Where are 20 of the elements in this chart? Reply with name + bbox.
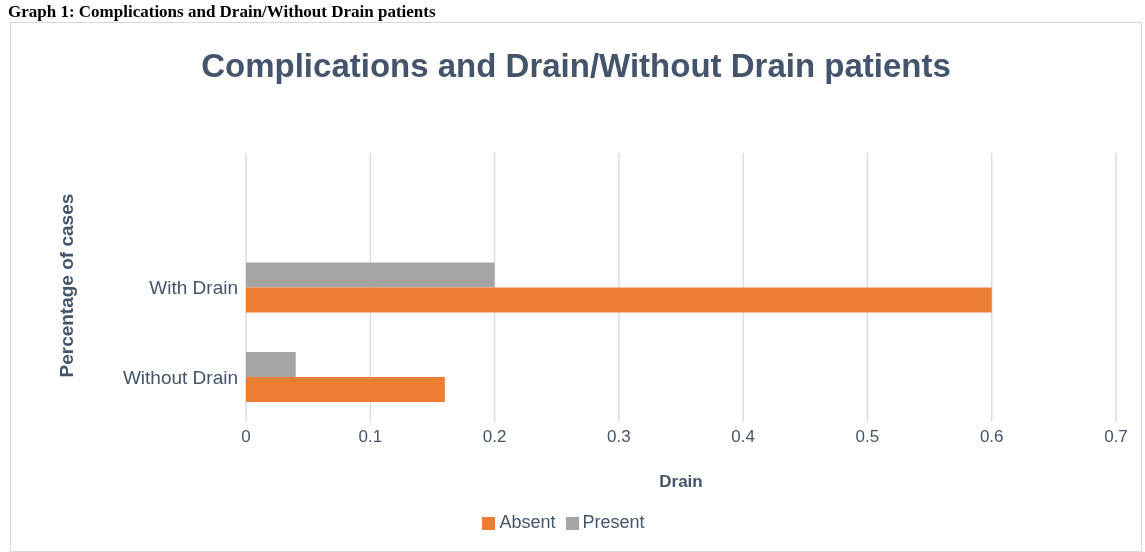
- caption: Graph 1: Complications and Drain/Without Drain patients: [8, 2, 436, 22]
- chart-title: Complications and Drain/Without Drain patients: [200, 47, 952, 85]
- x-tick-label: 0.2: [482, 427, 507, 447]
- y-tick-label: Without Drain: [122, 366, 238, 388]
- x-tick-label: 0.6: [979, 427, 1004, 447]
- x-axis-title: Drain: [659, 472, 703, 491]
- bar: [246, 377, 445, 403]
- bar: [246, 287, 992, 313]
- y-tick-label: With Drain: [149, 277, 238, 299]
- legend-label: Absent: [499, 512, 556, 532]
- bar: [246, 262, 495, 288]
- y-axis-title: Percentage of cases: [55, 193, 77, 378]
- x-tick-label: 0.4: [731, 427, 755, 447]
- bar: [246, 352, 296, 378]
- x-tick-label: 0: [241, 427, 251, 447]
- x-tick-label: 0.7: [1104, 427, 1128, 447]
- x-tick-label: 0.3: [607, 427, 631, 447]
- legend-label: Present: [582, 512, 645, 532]
- x-tick-label: 0.1: [358, 427, 383, 447]
- x-tick-label: 0.5: [855, 427, 880, 447]
